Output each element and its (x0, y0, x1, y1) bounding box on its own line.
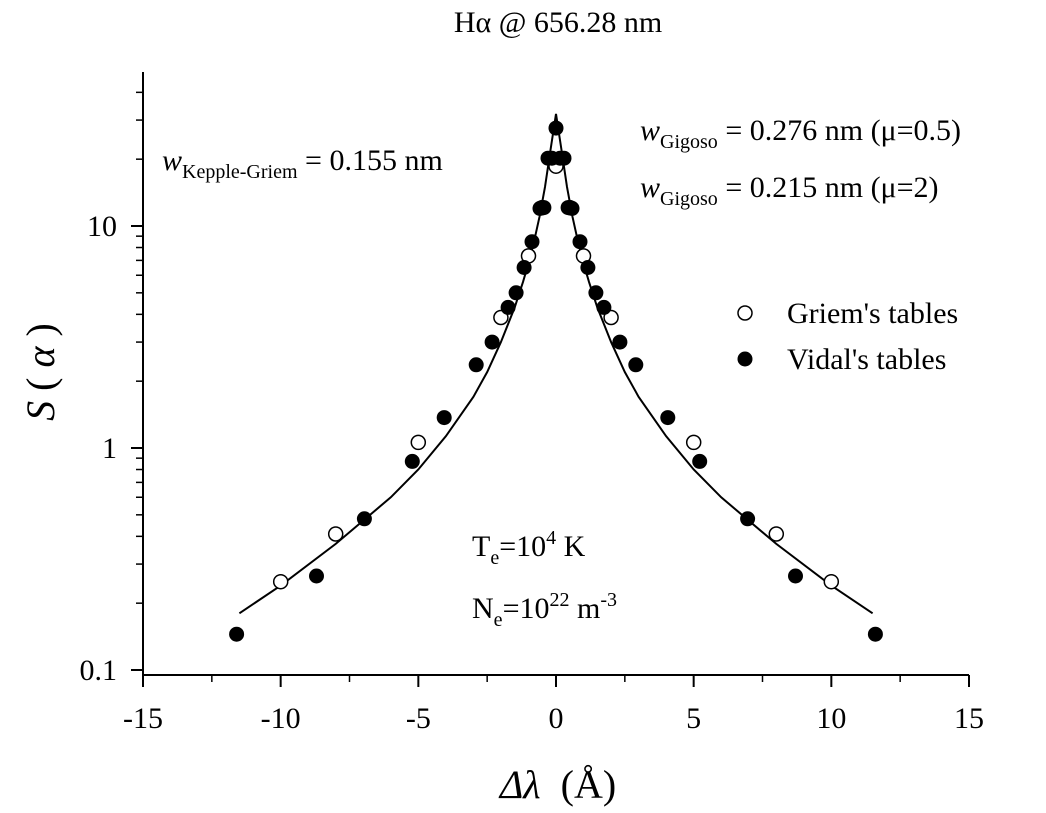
legend-marker-vidal (737, 351, 753, 367)
vidal-point (404, 453, 420, 469)
temperature-annotation: Te=104 K (472, 527, 586, 569)
x-axis-label-symbol: Δλ (498, 762, 541, 807)
fit-curve-line (238, 113, 874, 615)
y-tick-label-2: 10 (87, 210, 117, 243)
x-tick-label-0: -15 (123, 702, 163, 735)
x-tick-label-3: 0 (549, 702, 564, 735)
vidal-point (628, 357, 644, 373)
griem-point (272, 573, 289, 590)
vidal-point (740, 511, 756, 527)
vidal-point (580, 260, 596, 275)
vidal-point (556, 150, 572, 166)
markers (229, 120, 883, 642)
griem-point (768, 526, 785, 542)
gigoso-annotation-2: wGigoso = 0.215 nm (μ=2) (640, 171, 939, 210)
y-axis-label-open: ( (18, 378, 63, 391)
x-tick-label-4: 5 (686, 702, 701, 735)
vidal-point (536, 200, 552, 216)
vidal-point (788, 568, 803, 584)
griem-point (685, 434, 702, 451)
chart-title: Hα @ 656.28 nm (454, 6, 662, 39)
y-axis-label-alpha: α (18, 346, 63, 368)
vidal-point (660, 410, 676, 426)
vidal-point (692, 453, 708, 469)
x-tick-label-2: -5 (406, 702, 431, 735)
kepple-griem-annotation: wKepple-Griem = 0.155 nm (162, 144, 443, 183)
vidal-point (516, 260, 532, 275)
griem-point (327, 526, 344, 542)
legend-label-griem: Griem's tables (787, 297, 958, 330)
y-axis-label: S ( α ) (18, 323, 63, 421)
vidal-point (484, 334, 500, 350)
gigoso-annotation-1: wGigoso = 0.276 nm (μ=0.5) (640, 114, 961, 153)
vidal-point (564, 200, 580, 216)
vidal-point (867, 626, 883, 642)
legend-label-vidal: Vidal's tables (787, 343, 946, 376)
griem-point (603, 309, 619, 326)
y-tick-label-0: 0.1 (80, 654, 118, 687)
density-annotation: Ne=1022 m-3 (472, 589, 617, 631)
griem-point (823, 573, 840, 590)
x-axis-label-unit: (Å) (561, 762, 617, 807)
x-ticks: -15 -10 -5 0 5 10 15 (123, 675, 984, 735)
y-tick-label-1: 1 (102, 432, 117, 465)
x-tick-label-5: 10 (816, 702, 846, 735)
vidal-point (436, 410, 452, 426)
vidal-point (356, 511, 372, 527)
x-tick-label-1: -10 (261, 702, 301, 735)
vidal-point (500, 299, 516, 315)
y-axis-label-s: S (18, 401, 63, 421)
vidal-point (309, 568, 324, 584)
vidal-point (548, 120, 564, 136)
vidal-point (612, 334, 628, 350)
x-tick-label-6: 15 (954, 702, 984, 735)
vidal-point (508, 285, 524, 301)
griem-point (410, 434, 427, 451)
griem-point (493, 309, 509, 326)
x-axis-label: Δλ (Å) (498, 762, 616, 807)
vidal-point (468, 357, 484, 373)
y-axis-label-close: ) (18, 323, 63, 336)
vidal-point (596, 299, 612, 315)
legend-marker-griem (737, 305, 753, 321)
vidal-point (588, 285, 604, 301)
vidal-point (524, 234, 540, 250)
vidal-point (229, 626, 245, 642)
legend: Griem's tables Vidal's tables (737, 297, 958, 376)
vidal-point (572, 234, 588, 250)
y-ticks: 0.1 1 10 (80, 91, 143, 687)
